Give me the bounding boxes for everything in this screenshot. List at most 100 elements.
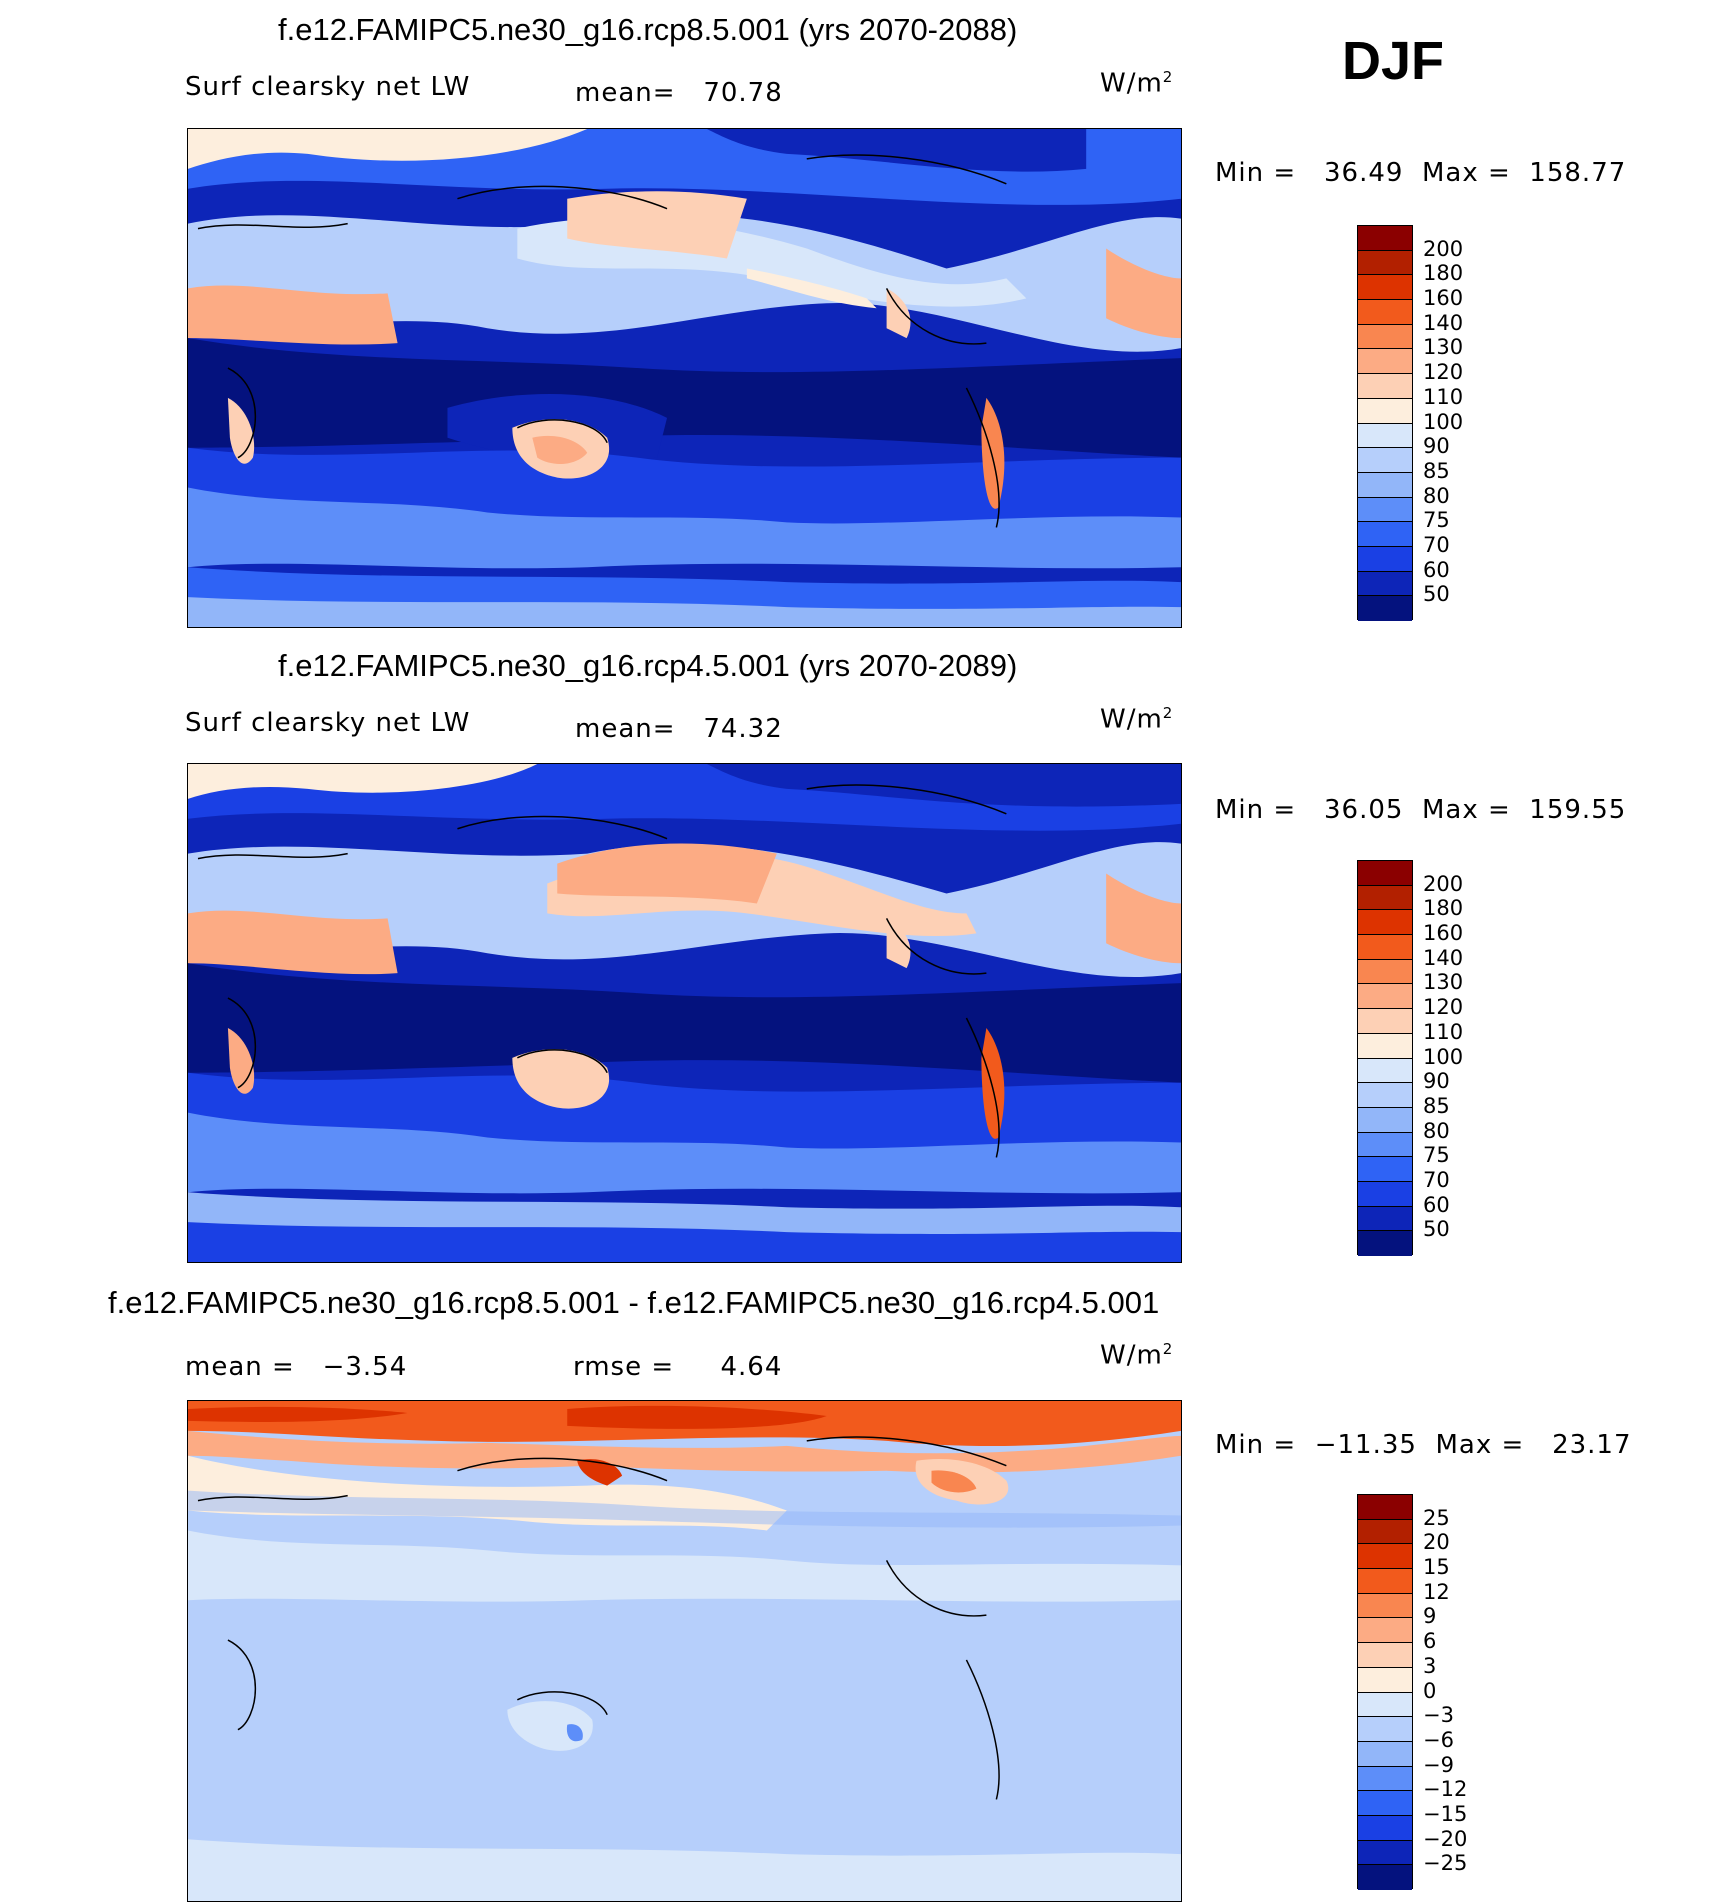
colorbar-box (1358, 448, 1412, 473)
colorbar-tick-label: 6 (1423, 1629, 1437, 1654)
colorbar-box (1358, 275, 1412, 301)
colorbar-box (1358, 1009, 1412, 1034)
colorbar-box (1358, 935, 1412, 960)
colorbar-tick-label: 160 (1423, 286, 1464, 311)
panel-1-max-label: Max = (1421, 158, 1511, 188)
colorbar-tick-label: 85 (1423, 458, 1450, 483)
colorbar-box (1358, 546, 1412, 572)
colorbar-box (1358, 1865, 1412, 1890)
colorbar-box (1358, 1033, 1412, 1059)
colorbar-box (1358, 349, 1412, 375)
colorbar-box (1358, 1569, 1412, 1594)
panel-3-max-label: Max = (1435, 1430, 1525, 1460)
panel-1-min-value: 36.49 (1323, 158, 1404, 188)
colorbar-box (1358, 522, 1412, 547)
panel-3-min-value: −11.35 (1314, 1430, 1417, 1460)
colorbar-tick-label: 90 (1423, 434, 1450, 459)
panel-3-units-exp: 2 (1162, 1340, 1174, 1358)
colorbar-box (1358, 1157, 1412, 1182)
panel-2-variable-label: Surf clearsky net LW (185, 708, 471, 738)
colorbar-box (1358, 984, 1412, 1010)
colorbar-box (1358, 1741, 1412, 1767)
panel-1-mean-label: mean= (575, 78, 676, 108)
panel-2-units: W/m2 (1100, 704, 1173, 735)
colorbar-box (1358, 1107, 1412, 1133)
panel-2-min-label: Min = (1215, 795, 1297, 825)
colorbar-box (1358, 300, 1412, 325)
colorbar-tick-label: 9 (1423, 1604, 1437, 1629)
colorbar-box (1358, 472, 1412, 498)
colorbar-tick-label: −12 (1423, 1777, 1468, 1802)
colorbar-box (1358, 1083, 1412, 1108)
panel-1-mean-value: 70.78 (703, 78, 783, 108)
panel-3-units: W/m2 (1100, 1340, 1173, 1371)
panel-3-title: f.e12.FAMIPC5.ne30_g16.rcp8.5.001 - f.e1… (108, 1285, 1160, 1320)
panel-1-units: W/m2 (1100, 68, 1173, 99)
colorbar-tick-label: −3 (1423, 1703, 1454, 1728)
panel-3-rmse-value: 4.64 (720, 1352, 783, 1382)
panel-3-colorbar (1357, 1494, 1413, 1890)
colorbar-tick-label: 0 (1423, 1678, 1437, 1703)
colorbar-box (1358, 374, 1412, 399)
colorbar-tick-label: 130 (1423, 335, 1464, 360)
colorbar-box (1358, 1717, 1412, 1742)
colorbar-tick-label: 12 (1423, 1579, 1450, 1604)
colorbar-box (1358, 959, 1412, 985)
colorbar-tick-label: 90 (1423, 1069, 1450, 1094)
colorbar-tick-label: 70 (1423, 532, 1450, 557)
colorbar-tick-label: 15 (1423, 1555, 1450, 1580)
panel-2-mean-value: 74.32 (703, 714, 783, 744)
panel-3-mean-label: mean = (185, 1352, 295, 1382)
panel-1-max-value: 158.77 (1529, 158, 1627, 188)
colorbar-tick-label: 200 (1423, 236, 1464, 261)
colorbar-tick-label: 140 (1423, 310, 1464, 335)
panel-2-mean-label: mean= (575, 714, 676, 744)
colorbar-tick-label: 50 (1423, 582, 1450, 607)
colorbar-tick-label: 70 (1423, 1167, 1450, 1192)
panel-1-minmax: Min = 36.49 Max = 158.77 (1215, 158, 1626, 188)
colorbar-tick-label: 180 (1423, 261, 1464, 286)
panel-1-variable-label: Surf clearsky net LW (185, 72, 471, 102)
colorbar-tick-label: 200 (1423, 871, 1464, 896)
colorbar-box (1358, 1766, 1412, 1792)
colorbar-tick-label: 80 (1423, 1118, 1450, 1143)
season-label: DJF (1342, 31, 1445, 91)
colorbar-box (1358, 1618, 1412, 1644)
colorbar-tick-label: 60 (1423, 557, 1450, 582)
panel-1-colorbar (1357, 225, 1413, 621)
colorbar-box (1358, 885, 1412, 911)
colorbar-tick-label: −9 (1423, 1752, 1454, 1777)
panel-3-mean-value: −3.54 (322, 1352, 408, 1382)
panel-1-title: f.e12.FAMIPC5.ne30_g16.rcp8.5.001 (yrs 2… (278, 12, 1018, 47)
colorbar-box (1358, 324, 1412, 350)
colorbar-tick-label: 60 (1423, 1192, 1450, 1217)
colorbar-tick-label: 160 (1423, 921, 1464, 946)
colorbar-tick-label: 120 (1423, 360, 1464, 385)
panel-3-min-label: Min = (1215, 1430, 1297, 1460)
colorbar-box (1358, 1791, 1412, 1816)
colorbar-box (1358, 1519, 1412, 1545)
panel-2-max-label: Max = (1421, 795, 1511, 825)
panel-2-max-value: 159.55 (1529, 795, 1627, 825)
colorbar-box (1358, 226, 1412, 251)
colorbar-tick-label: 75 (1423, 508, 1450, 533)
colorbar-box (1358, 1495, 1412, 1520)
colorbar-tick-label: 3 (1423, 1653, 1437, 1678)
colorbar-tick-label: 25 (1423, 1505, 1450, 1530)
panel-2-units-base: W/m (1100, 704, 1163, 735)
colorbar-box (1358, 1181, 1412, 1207)
panel-2-title: f.e12.FAMIPC5.ne30_g16.rcp4.5.001 (yrs 2… (278, 648, 1018, 683)
colorbar-box (1358, 423, 1412, 449)
panel-1-mean: mean= 70.78 (575, 78, 783, 108)
panel-3-max-value: 23.17 (1552, 1430, 1632, 1460)
colorbar-tick-label: −20 (1423, 1826, 1468, 1851)
panel-2-map-svg (188, 764, 1181, 1262)
colorbar-tick-label: 100 (1423, 1044, 1464, 1069)
colorbar-box (1358, 497, 1412, 523)
panel-2-minmax: Min = 36.05 Max = 159.55 (1215, 795, 1626, 825)
colorbar-box (1358, 1643, 1412, 1668)
colorbar-tick-label: 110 (1423, 1019, 1464, 1044)
colorbar-box (1358, 1840, 1412, 1866)
colorbar-box (1358, 861, 1412, 886)
colorbar-tick-label: 50 (1423, 1217, 1450, 1242)
